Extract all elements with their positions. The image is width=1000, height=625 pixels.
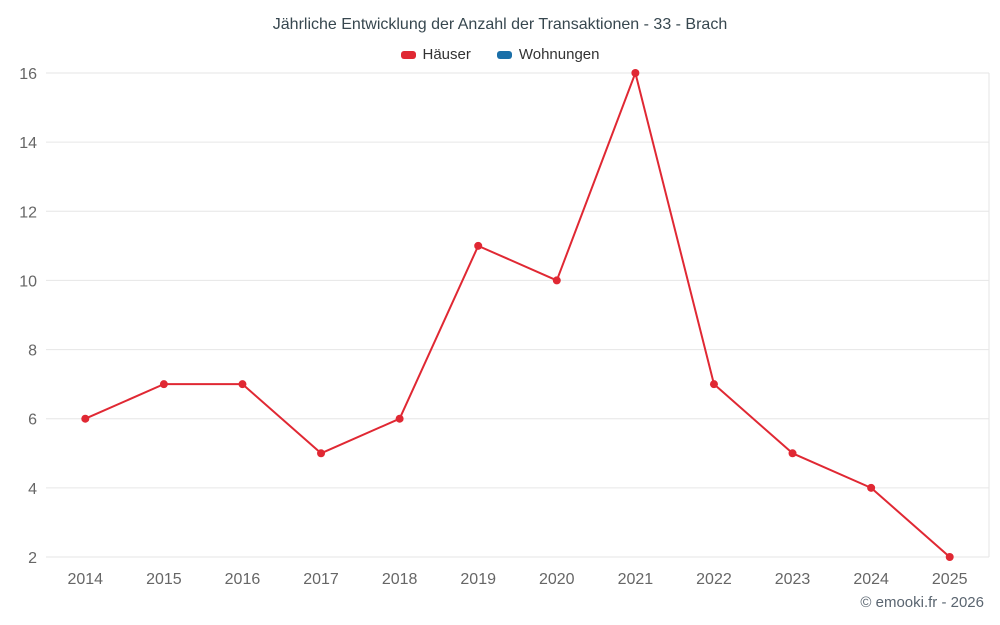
svg-text:2014: 2014 — [67, 571, 103, 588]
svg-text:16: 16 — [19, 66, 37, 83]
chart-title: Jährliche Entwicklung der Anzahl der Tra… — [272, 16, 728, 33]
svg-text:14: 14 — [19, 135, 37, 152]
svg-text:2024: 2024 — [853, 571, 889, 588]
svg-text:2015: 2015 — [146, 571, 182, 588]
svg-text:2020: 2020 — [539, 571, 575, 588]
haeuser-series-swatch-icon — [400, 50, 416, 59]
svg-text:2017: 2017 — [303, 571, 339, 588]
svg-text:2021: 2021 — [618, 571, 654, 588]
svg-text:4: 4 — [28, 481, 37, 498]
legend-item-wohnungen[interactable]: Wohnungen — [496, 46, 600, 63]
svg-text:12: 12 — [19, 204, 37, 221]
svg-text:2023: 2023 — [775, 571, 811, 588]
svg-text:2022: 2022 — [696, 571, 732, 588]
svg-text:6: 6 — [28, 412, 37, 429]
svg-text:2018: 2018 — [382, 571, 418, 588]
svg-text:8: 8 — [28, 343, 37, 360]
svg-text:2: 2 — [28, 550, 37, 567]
wohnungen-series-swatch-icon — [496, 50, 512, 59]
legend-item-haeuser[interactable]: Häuser — [400, 46, 471, 63]
svg-text:2019: 2019 — [460, 571, 496, 588]
legend-label-haeuser: Häuser — [422, 46, 471, 63]
svg-text:2025: 2025 — [932, 571, 968, 588]
svg-text:2016: 2016 — [225, 571, 261, 588]
svg-text:10: 10 — [19, 273, 37, 290]
legend: Häuser Wohnungen — [0, 46, 1000, 63]
legend-label-wohnungen: Wohnungen — [518, 46, 600, 63]
copyright-text: © emooki.fr - 2026 — [860, 594, 984, 611]
